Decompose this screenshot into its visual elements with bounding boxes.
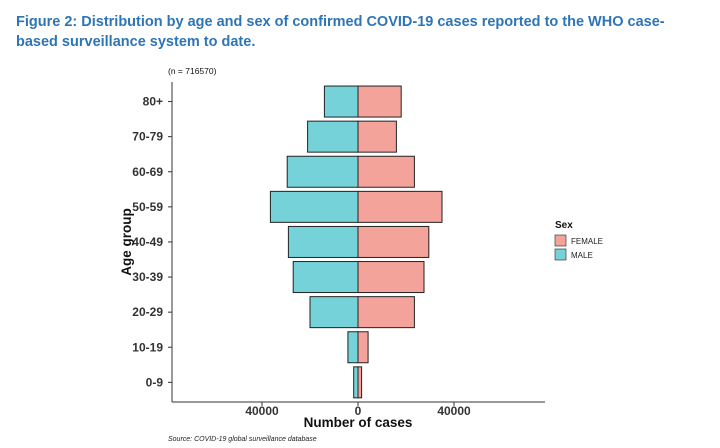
- bar-male-80+: [323, 85, 359, 118]
- y-tick-label: 0-9: [146, 375, 164, 389]
- y-tick-label: 10-19: [132, 340, 163, 354]
- y-tick-label: 30-39: [132, 270, 163, 284]
- bar-female-0-9: [357, 366, 363, 399]
- x-tick-label: 40000: [437, 404, 471, 418]
- sample-size-note: (n = 716570): [168, 66, 217, 76]
- x-tick-label: 0: [355, 404, 362, 418]
- x-tick-labels: 40000 0 40000: [245, 402, 471, 418]
- bar-female-30-39: [357, 261, 425, 294]
- bar-male-70-79: [307, 120, 359, 153]
- bar-female-50-59: [357, 190, 443, 223]
- legend-label-female: FEMALE: [571, 237, 603, 246]
- x-axis-label: Number of cases: [304, 415, 413, 430]
- y-tick-label: 50-59: [132, 200, 163, 214]
- y-axis-label: Age group: [119, 208, 134, 276]
- y-tick-label: 20-29: [132, 305, 163, 319]
- plot-area: [269, 85, 443, 399]
- legend-key-male: [554, 248, 567, 261]
- legend-label-male: MALE: [571, 251, 593, 260]
- source-note: Source: COVID-19 global surveillance dat…: [168, 436, 317, 443]
- x-tick-label: 40000: [245, 404, 279, 418]
- bar-female-70-79: [357, 120, 397, 153]
- bar-female-60-69: [357, 155, 415, 188]
- bar-male-10-19: [347, 331, 359, 364]
- legend: Sex FEMALE MALE: [554, 220, 603, 261]
- bar-male-30-39: [292, 261, 359, 294]
- y-tick-labels: 0-9 10-19 20-29 30-39 40-49 50-59 60-69 70-79 80…: [132, 95, 172, 389]
- bar-male-60-69: [286, 155, 359, 188]
- bar-female-40-49: [357, 225, 430, 258]
- bar-female-80+: [357, 85, 402, 118]
- y-tick-label: 70-79: [132, 130, 163, 144]
- legend-key-female: [554, 234, 567, 247]
- bar-female-10-19: [357, 331, 369, 364]
- figure-title: Figure 2: Distribution by age and sex of…: [16, 14, 665, 50]
- bar-male-40-49: [287, 225, 359, 258]
- y-tick-label: 60-69: [132, 165, 163, 179]
- legend-title: Sex: [555, 220, 573, 231]
- bar-male-0-9: [353, 366, 359, 399]
- y-tick-label: 80+: [143, 95, 163, 109]
- bar-male-20-29: [309, 296, 359, 329]
- bar-male-50-59: [269, 190, 359, 223]
- y-tick-label: 40-49: [132, 235, 163, 249]
- bar-female-20-29: [357, 296, 415, 329]
